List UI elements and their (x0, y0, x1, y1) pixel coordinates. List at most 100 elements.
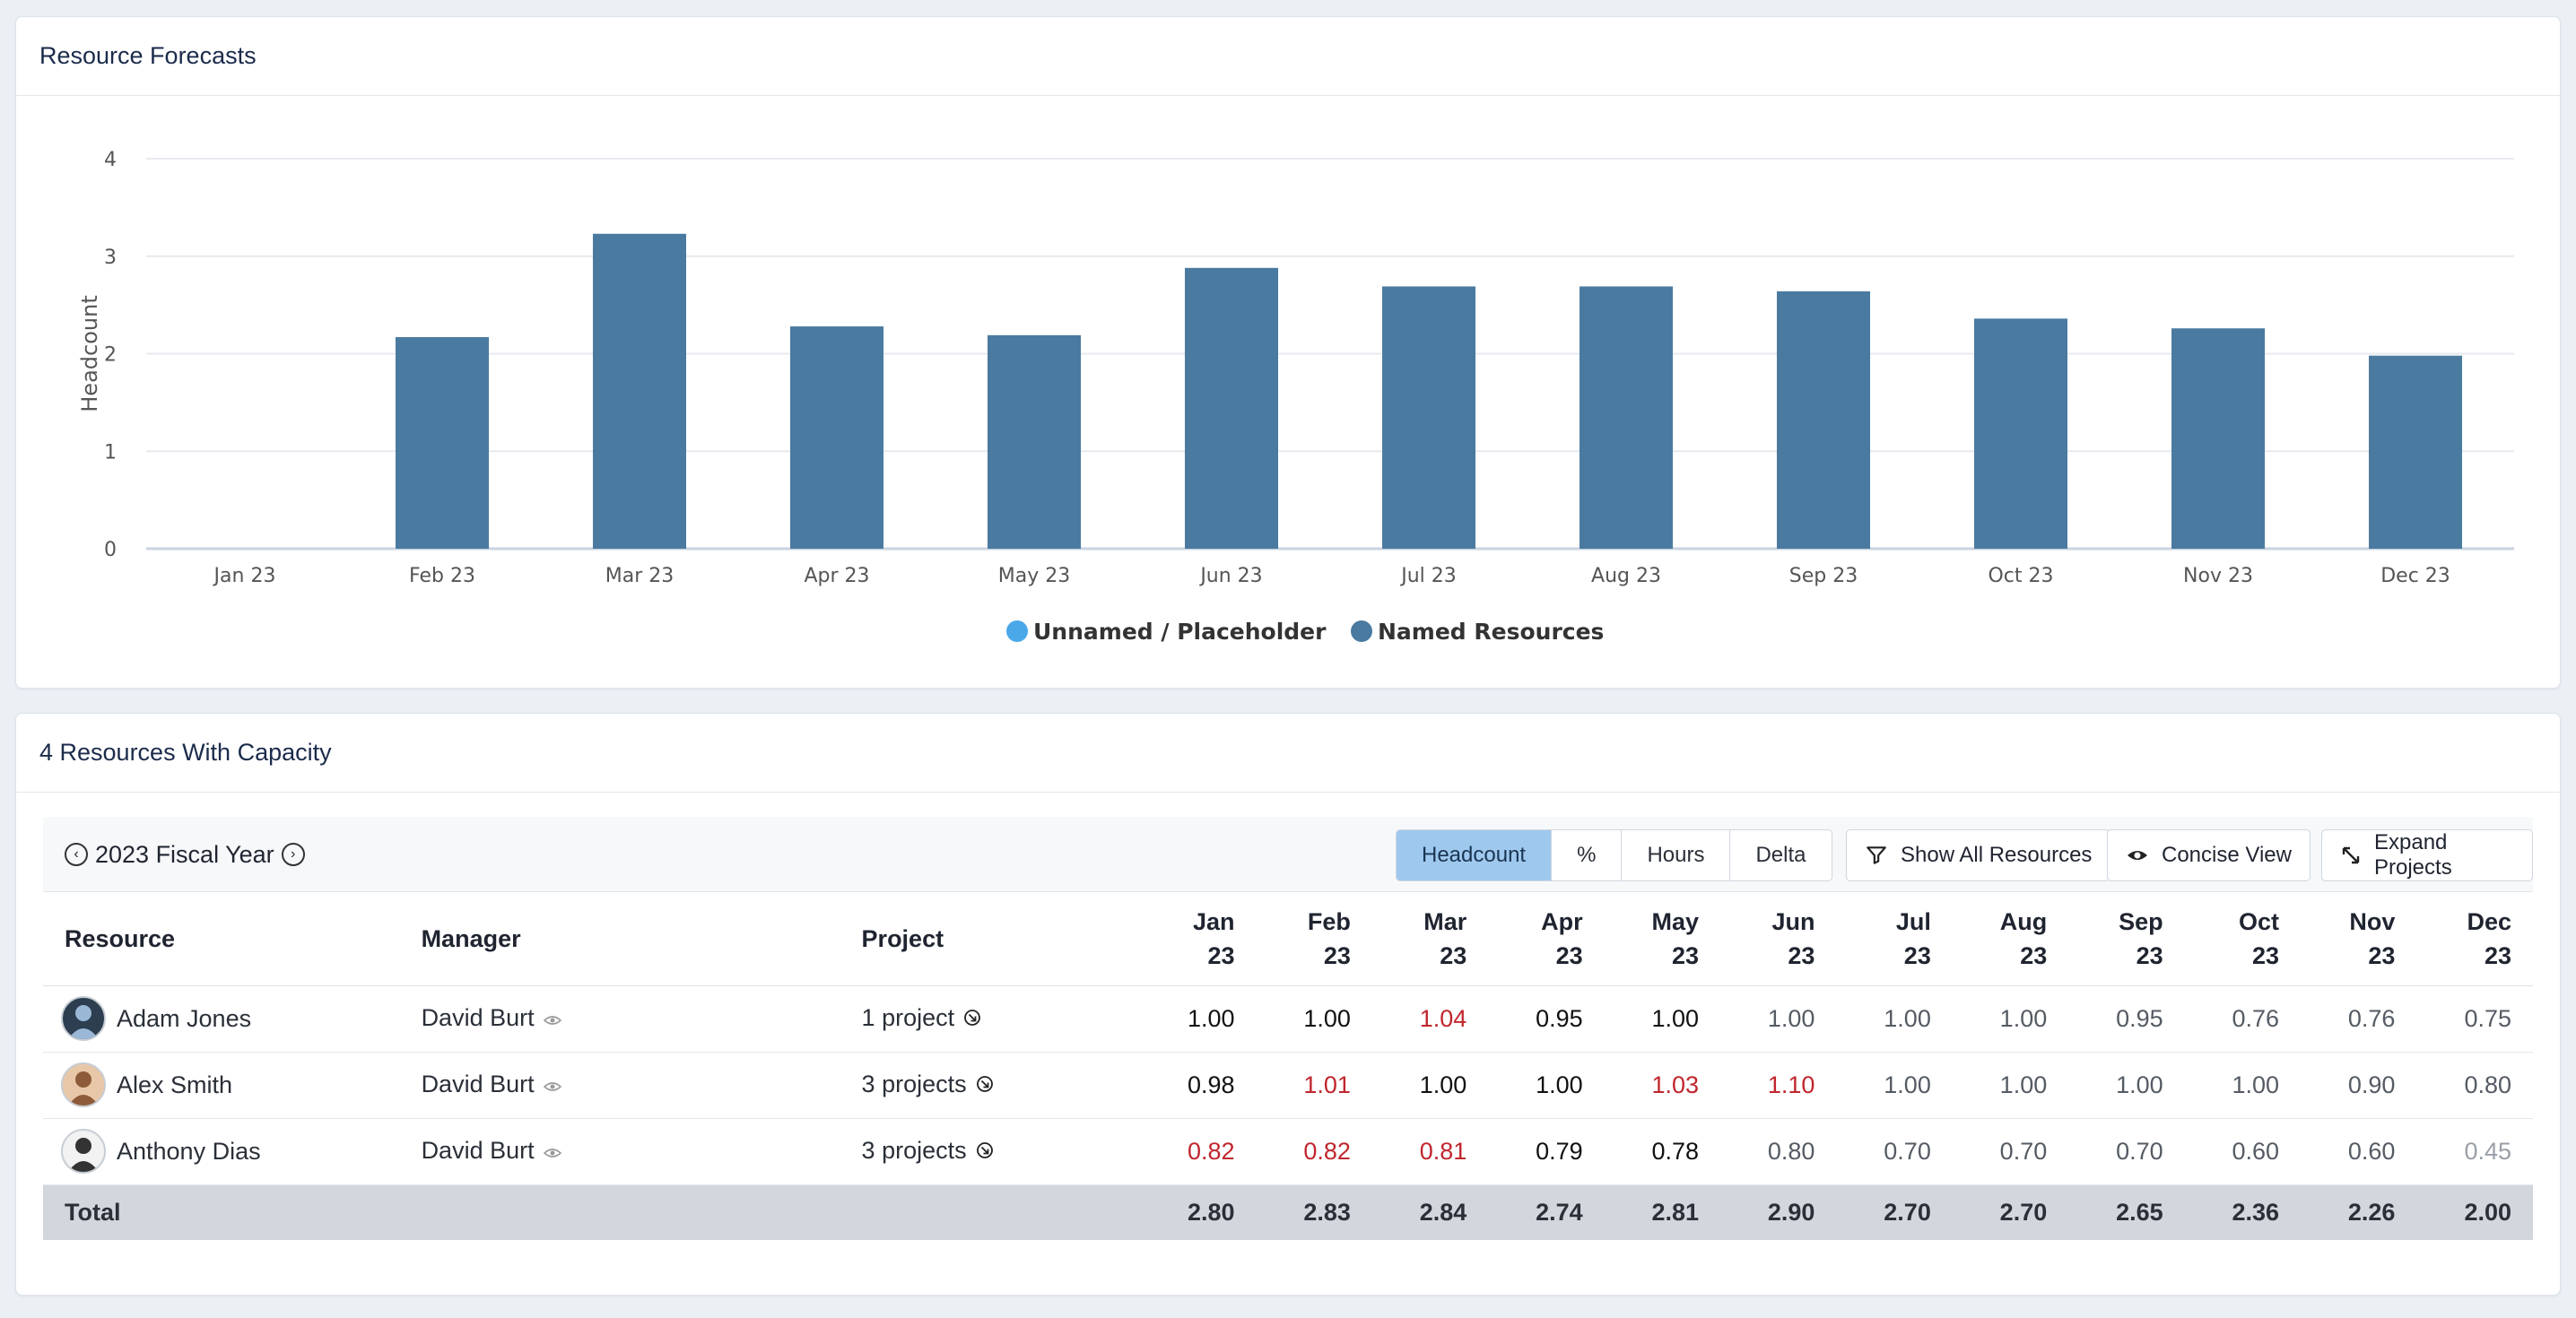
resource-cell: Alex Smith (43, 1052, 400, 1119)
project-count[interactable]: 1 project (861, 1003, 955, 1031)
column-header-month[interactable]: Jul 23 (1836, 893, 1953, 986)
bar-named-oct-23[interactable] (1974, 318, 2067, 549)
value-cell: 1.00 (1140, 985, 1257, 1053)
value-cell: 1.00 (1836, 985, 1953, 1053)
mode-option-percent[interactable]: % (1552, 830, 1623, 880)
month-year: 23 (2368, 942, 2396, 970)
column-header-month[interactable]: Jan 23 (1140, 893, 1257, 986)
x-tick-label: May 23 (998, 565, 1070, 587)
value-cell: 1.01 (1256, 1052, 1372, 1119)
y-tick-label: 2 (104, 344, 117, 367)
column-header-month[interactable]: Aug 23 (1952, 893, 2069, 986)
table-header-row: Resource Manager Project Jan 23 Feb 23 Mar 23… (43, 893, 2533, 986)
next-year-icon[interactable]: › (281, 843, 305, 866)
eye-icon[interactable] (543, 1005, 561, 1033)
avatar[interactable] (61, 996, 106, 1041)
legend-marker[interactable] (1006, 620, 1028, 642)
eye-icon[interactable] (543, 1138, 561, 1166)
value-cell: 0.95 (1488, 985, 1605, 1053)
avatar[interactable] (61, 1062, 106, 1107)
resource-name[interactable]: Anthony Dias (117, 1137, 261, 1165)
y-tick-label: 1 (104, 441, 117, 464)
month-name: Apr (1541, 908, 1583, 936)
column-header-month[interactable]: Sep 23 (2068, 893, 2185, 986)
project-detail-icon[interactable] (963, 1005, 981, 1033)
manager-name[interactable]: David Burt (421, 1070, 535, 1097)
bar-named-jun-23[interactable] (1185, 267, 1278, 549)
expand-projects-button[interactable]: Expand Projects (2321, 829, 2533, 881)
mode-option-hours[interactable]: Hours (1622, 830, 1731, 880)
bar-named-apr-23[interactable] (790, 326, 883, 549)
table-toolbar: ‹ 2023 Fiscal Year › Headcount% Hours Delt… (43, 817, 2533, 892)
bar-named-sep-23[interactable] (1777, 290, 1870, 549)
value-cell: 1.00 (1952, 985, 2069, 1053)
table-row[interactable]: Alex Smith David Burt 3 projects 0.98 1.01 1.… (43, 1052, 2533, 1119)
column-header-project[interactable]: Project (840, 893, 1141, 986)
month-name: Jun (1771, 908, 1815, 936)
month-name: Feb (1307, 908, 1351, 936)
column-header-month[interactable]: Dec 23 (2416, 893, 2533, 986)
project-count[interactable]: 3 projects (861, 1136, 967, 1164)
column-header-manager[interactable]: Manager (399, 893, 840, 986)
card-title: 4 Resources With Capacity (16, 714, 2560, 793)
show-all-resources-button[interactable]: Show All Resources (1846, 829, 2111, 881)
column-header-month[interactable]: Nov 23 (2301, 893, 2417, 986)
bar-named-jul-23[interactable] (1382, 286, 1475, 549)
project-detail-icon[interactable] (976, 1138, 994, 1166)
resource-name[interactable]: Alex Smith (117, 1071, 233, 1098)
total-label: Total (43, 1184, 400, 1240)
legend-marker[interactable] (1351, 620, 1372, 642)
legend-label[interactable]: Named Resources (1378, 619, 1604, 645)
bar-named-dec-23[interactable] (2369, 355, 2462, 549)
resource-cell: Adam Jones (43, 985, 400, 1053)
column-header-month[interactable]: Oct 23 (2184, 893, 2302, 986)
bar-named-aug-23[interactable] (1580, 286, 1673, 549)
previous-year-icon[interactable]: ‹ (65, 843, 88, 866)
column-header-month[interactable]: Apr 23 (1488, 893, 1605, 986)
card-title: Resource Forecasts (16, 17, 2560, 96)
legend-label[interactable]: Unnamed / Placeholder (1033, 619, 1327, 645)
value-cell: 0.98 (1140, 1052, 1257, 1119)
column-header-resource[interactable]: Resource (43, 893, 400, 986)
manager-name[interactable]: David Burt (421, 1136, 535, 1164)
project-count[interactable]: 3 projects (861, 1070, 967, 1097)
y-tick-label: 4 (104, 149, 117, 171)
column-header-month[interactable]: Mar 23 (1371, 893, 1489, 986)
x-tick-label: Jun 23 (1198, 565, 1262, 587)
manager-name[interactable]: David Burt (421, 1003, 535, 1031)
value-cell: 1.00 (2184, 1052, 2302, 1119)
x-tick-label: Apr 23 (804, 565, 869, 587)
value-cell: 0.82 (1140, 1118, 1257, 1185)
project-detail-icon[interactable] (976, 1071, 994, 1099)
x-tick-label: Jul 23 (1399, 565, 1457, 587)
eye-icon[interactable] (543, 1071, 561, 1099)
column-header-month[interactable]: Feb 23 (1256, 893, 1372, 986)
month-name: Jul (1895, 908, 1931, 936)
total-value-cell: 2.84 (1371, 1184, 1489, 1240)
total-value-cell: 2.00 (2416, 1184, 2533, 1240)
bar-named-nov-23[interactable] (2171, 328, 2265, 549)
column-header-month[interactable]: May 23 (1604, 893, 1721, 986)
month-year: 23 (1672, 942, 1700, 970)
value-cell: 0.95 (2068, 985, 2185, 1053)
avatar[interactable] (61, 1129, 106, 1174)
value-cell: 1.00 (1836, 1052, 1953, 1119)
resource-name[interactable]: Adam Jones (117, 1004, 252, 1032)
bar-named-mar-23[interactable] (593, 233, 686, 549)
chart-legend: Unnamed / Placeholder Named Resources (1006, 619, 1604, 645)
table-row[interactable]: Anthony Dias David Burt 3 projects 0.82 0.82… (43, 1118, 2533, 1185)
value-cell: 0.70 (1952, 1118, 2069, 1185)
value-cell: 0.80 (2416, 1052, 2533, 1119)
bar-named-feb-23[interactable] (396, 337, 489, 549)
value-cell: 1.00 (1488, 1052, 1605, 1119)
resource-info: Alex Smith (61, 1062, 400, 1107)
column-header-month[interactable]: Jun 23 (1720, 893, 1837, 986)
x-tick-label: Sep 23 (1789, 565, 1858, 587)
mode-option-delta[interactable]: Delta (1755, 843, 1806, 867)
concise-view-button[interactable]: Concise View (2107, 829, 2311, 881)
mode-option-headcount[interactable]: Headcount (1397, 830, 1553, 880)
table-row[interactable]: Adam Jones David Burt 1 project 1.00 1.00 1.0… (43, 985, 2533, 1053)
fiscal-year-label: 2023 Fiscal Year (95, 840, 274, 868)
month-name: May (1651, 908, 1700, 936)
bar-named-may-23[interactable] (988, 334, 1081, 549)
